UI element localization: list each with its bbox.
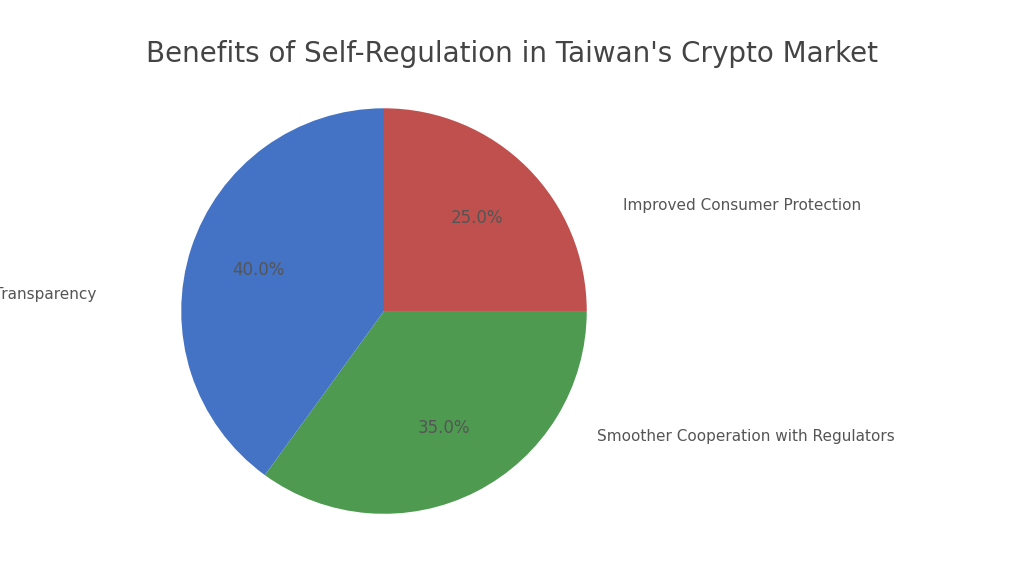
Wedge shape xyxy=(384,108,587,311)
Text: 25.0%: 25.0% xyxy=(451,209,504,227)
Text: Enhanced Market Transparency: Enhanced Market Transparency xyxy=(0,287,96,302)
Text: Benefits of Self-Regulation in Taiwan's Crypto Market: Benefits of Self-Regulation in Taiwan's … xyxy=(146,40,878,69)
Wedge shape xyxy=(181,108,384,475)
Text: Improved Consumer Protection: Improved Consumer Protection xyxy=(624,198,861,213)
Text: 40.0%: 40.0% xyxy=(232,262,285,279)
Wedge shape xyxy=(265,311,587,514)
Text: Smoother Cooperation with Regulators: Smoother Cooperation with Regulators xyxy=(597,429,895,444)
Text: 35.0%: 35.0% xyxy=(418,419,470,437)
